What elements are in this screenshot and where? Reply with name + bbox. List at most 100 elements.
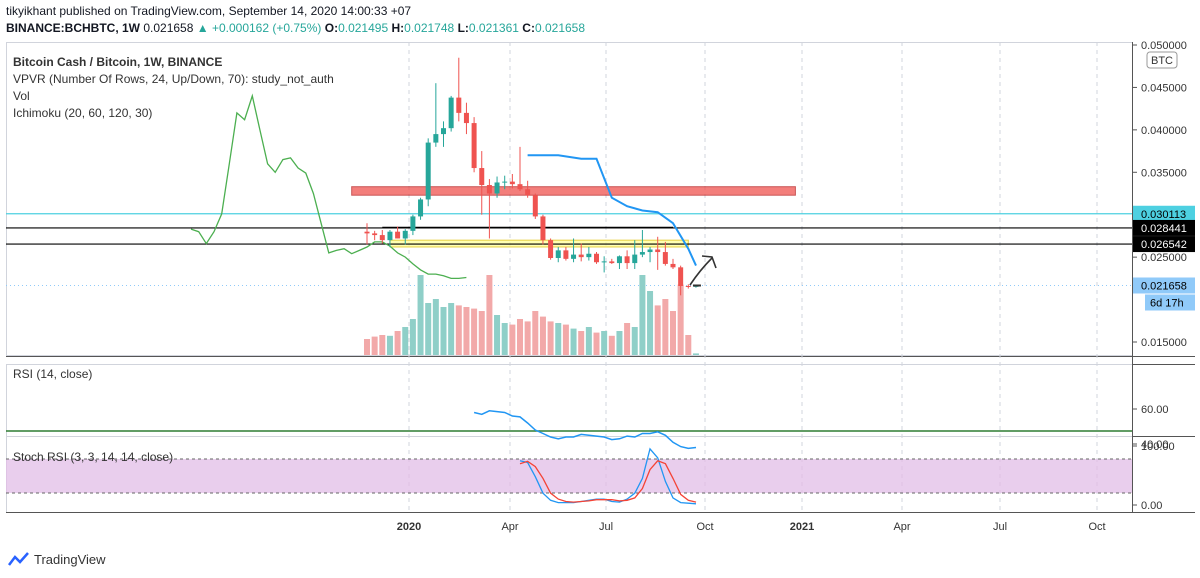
candle-body-16 bbox=[486, 185, 492, 194]
published-text: tikyikhant published on TradingView.com,… bbox=[6, 4, 412, 18]
footer-brand-label: TradingView bbox=[34, 551, 106, 567]
volume-bar-38 bbox=[654, 305, 661, 355]
price-tick-label-5: 0.015000 bbox=[1141, 337, 1187, 349]
volume-bar-37 bbox=[647, 291, 654, 355]
price-label-1: 0.028441 bbox=[1141, 223, 1187, 235]
volume-bar-18 bbox=[501, 323, 508, 355]
candle-body-15 bbox=[479, 168, 485, 186]
stoch-legend[interactable]: Stoch RSI (3, 3, 14, 14, close) bbox=[13, 450, 174, 464]
vertical-grid bbox=[408, 42, 1098, 512]
time-axis[interactable]: 2020 Apr Jul Oct 2021 Apr Jul Oct bbox=[397, 521, 1106, 533]
stoch-band bbox=[6, 459, 1132, 493]
volume-bar-12 bbox=[455, 305, 462, 355]
candle-body-32 bbox=[609, 261, 615, 264]
candle-body-37 bbox=[647, 249, 653, 253]
volume-bar-31 bbox=[601, 331, 608, 355]
candle-body-39 bbox=[662, 252, 668, 264]
volume-bar-41 bbox=[677, 284, 684, 355]
volume-bar-2 bbox=[379, 335, 386, 355]
rsi-tick-label-0: 60.00 bbox=[1141, 404, 1169, 416]
candle-body-27 bbox=[571, 254, 577, 259]
candle-body-31 bbox=[601, 261, 607, 263]
price-tick-label-0: 0.050000 bbox=[1141, 40, 1187, 52]
rsi-pane-frame bbox=[6, 364, 1133, 437]
volume-bar-19 bbox=[509, 324, 516, 355]
symbol-label: BINANCE:BCHBTC, 1W bbox=[6, 21, 140, 35]
symbol-title: Bitcoin Cash / Bitcoin, 1W, BINANCE bbox=[13, 55, 223, 69]
ohlc-line: BINANCE:BCHBTC, 1W 0.021658 ▲ +0.000162 … bbox=[6, 21, 585, 35]
rsi-tick-label-1: 40.00 bbox=[1141, 439, 1169, 451]
tradingview-logo-icon bbox=[8, 552, 29, 566]
price-tick-label-2: 0.040000 bbox=[1141, 125, 1187, 137]
ichimoku-legend[interactable]: Ichimoku (20, 60, 120, 30) bbox=[13, 106, 153, 120]
candle-body-1 bbox=[372, 233, 378, 236]
volume-bar-7 bbox=[417, 275, 424, 355]
time-tick-label-7: Oct bbox=[1088, 521, 1105, 533]
candle-body-18 bbox=[502, 181, 508, 183]
volume-bar-20 bbox=[517, 319, 523, 355]
volume-bar-17 bbox=[494, 315, 501, 355]
volume-bar-11 bbox=[448, 303, 455, 355]
candle-body-23 bbox=[540, 216, 546, 241]
candle-body-21 bbox=[525, 189, 531, 196]
price-axis[interactable]: 0.050000 0.045000 0.040000 0.035000 0.025000… bbox=[1132, 40, 1187, 349]
price-labels: 0.030113 0.028441 0.026542 0.021658 6d 17h bbox=[1133, 205, 1195, 311]
rsi-legend[interactable]: RSI (14, close) bbox=[13, 367, 93, 381]
time-tick-label-6: Jul bbox=[993, 521, 1007, 533]
published-line: tikyikhant published on TradingView.com,… bbox=[6, 4, 411, 18]
price-tick-label-1: 0.045000 bbox=[1141, 82, 1187, 94]
volume-bar-5 bbox=[402, 327, 409, 355]
arrow-annotation[interactable] bbox=[689, 257, 713, 286]
countdown-label: 6d 17h bbox=[1150, 298, 1184, 310]
rsi-axis: 60.00 40.00 bbox=[1132, 404, 1169, 451]
vol-legend[interactable]: Vol bbox=[13, 89, 30, 103]
volume-bar-14 bbox=[471, 308, 478, 355]
time-tick-label-4: 2021 bbox=[790, 521, 814, 533]
lagging-span bbox=[190, 93, 467, 280]
volume-bar-26 bbox=[562, 324, 569, 355]
close-value: 0.021658 bbox=[534, 21, 586, 35]
volume-bar-40 bbox=[670, 311, 676, 355]
candle-body-13 bbox=[463, 112, 469, 124]
volume-bar-6 bbox=[409, 319, 416, 355]
price-label-3: 0.021658 bbox=[1141, 281, 1187, 293]
candles bbox=[364, 57, 699, 296]
candle-body-28 bbox=[578, 254, 584, 258]
ichimoku-line-path bbox=[527, 154, 697, 267]
low-label: L: bbox=[457, 21, 469, 35]
ichimoku-line bbox=[527, 154, 697, 267]
candle-body-29 bbox=[586, 253, 592, 258]
high-value: 0.021748 bbox=[404, 21, 455, 35]
arrow-annotation-head[interactable] bbox=[701, 255, 717, 269]
candle-body-10 bbox=[441, 128, 446, 135]
footer-brand[interactable]: TradingView bbox=[8, 551, 106, 567]
price-label-box-2 bbox=[1133, 236, 1195, 253]
volume-bar-42 bbox=[685, 335, 692, 355]
volume-bar-32 bbox=[608, 335, 615, 355]
volume-bar-25 bbox=[555, 323, 562, 355]
low-value: 0.021361 bbox=[468, 21, 519, 35]
candle-body-24 bbox=[548, 240, 554, 258]
price-tick-label-4: 0.025000 bbox=[1141, 252, 1187, 264]
candle-body-35 bbox=[632, 254, 638, 264]
close-label: C: bbox=[522, 21, 535, 35]
currency-label: BTC bbox=[1151, 55, 1173, 67]
candle-body-4 bbox=[395, 231, 401, 239]
volume-bar-43 bbox=[692, 353, 699, 355]
volume-bar-1 bbox=[371, 336, 378, 355]
time-tick-label-0: 2020 bbox=[397, 521, 421, 533]
volume-bar-21 bbox=[524, 321, 531, 355]
candle-body-20 bbox=[517, 184, 523, 190]
volume-bars bbox=[364, 275, 699, 355]
main-pane-frame bbox=[6, 42, 1133, 356]
volume-bar-33 bbox=[616, 331, 623, 355]
price-label-0: 0.030113 bbox=[1141, 209, 1186, 221]
price-label-2: 0.026542 bbox=[1141, 239, 1187, 251]
price-label-box-0 bbox=[1133, 205, 1195, 222]
candle-body-0 bbox=[364, 231, 370, 234]
currency-box[interactable] bbox=[1146, 51, 1178, 69]
volume-bar-15 bbox=[478, 311, 485, 355]
candle-body-40 bbox=[670, 263, 676, 268]
vpvr-legend[interactable]: VPVR (Number Of Rows, 24, Up/Down, 70): … bbox=[13, 72, 334, 86]
